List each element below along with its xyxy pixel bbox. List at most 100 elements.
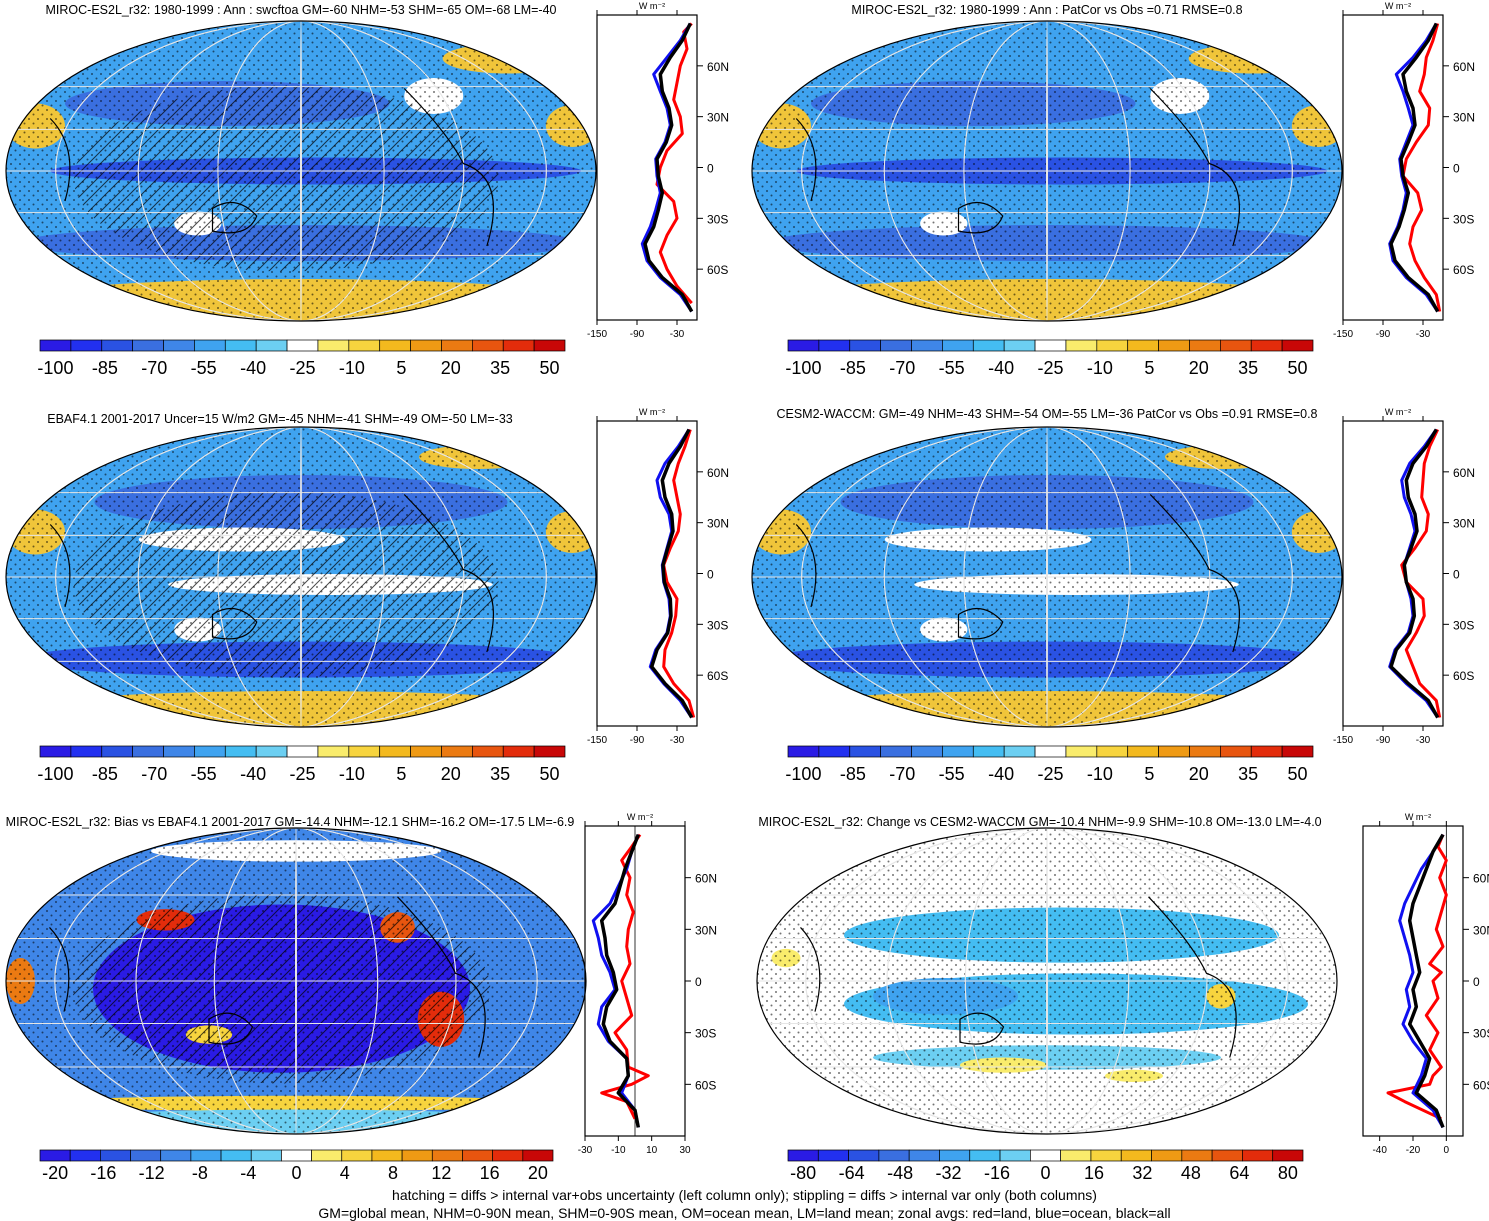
colorbar-swatch — [379, 339, 411, 352]
colorbar-swatch — [1003, 745, 1036, 758]
colorbar-swatch — [379, 745, 411, 758]
y-tick-label: 60N — [1453, 60, 1475, 74]
graticule-lon — [135, 828, 457, 1134]
colorbar-swatch — [787, 745, 820, 758]
colorbar-tick-label: -16 — [90, 1163, 116, 1183]
colorbar-tick-label: -40 — [988, 358, 1014, 378]
y-tick-label: 0 — [1473, 975, 1480, 989]
zonal-line-ocean — [1398, 833, 1445, 1129]
zonal-frame — [1342, 420, 1444, 727]
colorbar: -80 -64 -48 -32 -16 0 16 32 48 64 80 — [787, 1149, 1304, 1183]
colorbar: -100 -85 -70 -55 -40 -25 -10 5 20 35 50 — [37, 339, 566, 378]
colorbar-tick-label: 64 — [1229, 1163, 1249, 1183]
colorbar-swatch — [100, 1149, 131, 1162]
map-field — [752, 427, 1342, 727]
colorbar-swatch — [1003, 339, 1036, 352]
colorbar-swatch — [969, 1149, 1001, 1162]
colorbar-swatch — [911, 745, 943, 758]
graticule-lon — [55, 427, 547, 727]
colorbar-tick-label: -70 — [141, 358, 167, 378]
zonal-line-all — [1407, 833, 1445, 1129]
footer-note-hatching: hatching = diffs > internal var+obs unce… — [392, 1187, 1097, 1203]
colorbar-tick-label: -16 — [984, 1163, 1010, 1183]
graticule-lon — [964, 828, 1130, 1134]
colorbar-tick-label: 5 — [396, 358, 406, 378]
colorbar-swatch — [70, 339, 103, 352]
zonal-unit-label: W m⁻² — [1405, 812, 1431, 822]
colorbar-swatch — [160, 1149, 192, 1162]
x-tick-label: -150 — [587, 329, 607, 340]
colorbar-tick-label: 35 — [1238, 358, 1258, 378]
colorbar-swatch — [492, 1149, 524, 1162]
graticule-lon — [805, 828, 1289, 1134]
coastline — [795, 88, 1240, 247]
zonal-mean-plot: -30 -10 10 30 W m⁻² 60N 30N 0 30S 60S — [578, 812, 717, 1156]
colorbar-tick-label: -100 — [37, 358, 73, 378]
y-tick-label: 30S — [1453, 212, 1474, 226]
colorbar-tick-label: -55 — [191, 358, 217, 378]
colorbar-swatch — [472, 745, 504, 758]
colorbar-swatch — [224, 339, 257, 352]
graticule-lon — [963, 427, 1131, 727]
colorbar-swatch — [255, 745, 288, 758]
colorbar-swatch — [1181, 1149, 1213, 1162]
colorbar-tick-label: -25 — [289, 764, 315, 784]
y-tick-label: 0 — [1453, 568, 1460, 582]
panel-title: CESM2-WACCM: GM=-49 NHM=-43 SHM=-54 OM=-… — [776, 407, 1317, 421]
colorbar-swatch — [942, 745, 974, 758]
colorbar-tick-label: -25 — [289, 358, 315, 378]
colorbar-swatch — [1242, 1149, 1274, 1162]
colorbar-swatch — [286, 745, 319, 758]
zonal-unit-label: W m⁻² — [627, 812, 653, 822]
graticule-lon — [213, 828, 379, 1134]
x-tick-label: 0 — [1444, 1145, 1450, 1156]
colorbar-tick-label: 8 — [388, 1163, 398, 1183]
colorbar-swatch — [348, 339, 381, 352]
colorbar-swatch — [1189, 745, 1221, 758]
colorbar-swatch — [311, 1149, 343, 1162]
colorbar-swatch — [908, 1149, 940, 1162]
colorbar-swatch — [1096, 745, 1129, 758]
x-tick-label: -150 — [1333, 735, 1353, 746]
y-tick-label: 60N — [707, 466, 729, 480]
colorbar-tick-label: -10 — [1087, 764, 1113, 784]
colorbar-swatch — [502, 339, 535, 352]
panel-p4: CESM2-WACCM: GM=-49 NHM=-43 SHM=-54 OM=-… — [751, 407, 1475, 784]
colorbar-tick-label: -48 — [887, 1163, 913, 1183]
panel-title: MIROC-ES2L_r32: Bias vs EBAF4.1 2001-201… — [6, 815, 575, 829]
y-tick-label: 60S — [1453, 263, 1474, 277]
colorbar-tick-label: -55 — [939, 764, 965, 784]
colorbar-swatch — [1281, 745, 1314, 758]
y-tick-label: 30S — [707, 212, 728, 226]
map-field — [6, 828, 586, 1134]
map-field — [6, 427, 596, 727]
zonal-line-all — [649, 428, 694, 719]
panel-title: EBAF4.1 2001-2017 Uncer=15 W/m2 GM=-45 N… — [47, 412, 513, 426]
colorbar-swatch — [462, 1149, 493, 1162]
graticule-lon — [883, 21, 1211, 321]
zonal-mean-plot: -150 -90 -30 W m⁻² 60N 30N 0 30S 60S — [1333, 1, 1475, 340]
colorbar-tick-label: 0 — [1040, 1163, 1050, 1183]
colorbar-swatch — [410, 745, 442, 758]
graticule-lon — [1046, 427, 1048, 727]
colorbar-swatch — [939, 1149, 971, 1162]
map-outline — [751, 20, 1343, 322]
colorbar-swatch — [878, 1149, 910, 1162]
y-tick-label: 30S — [1453, 618, 1474, 632]
colorbar-swatch — [1127, 339, 1159, 352]
colorbar-swatch — [1096, 339, 1129, 352]
x-tick-label: -90 — [1376, 329, 1391, 340]
colorbar: -20 -16 -12 -8 -4 0 4 8 12 16 20 — [39, 1149, 554, 1183]
colorbar-swatch — [818, 339, 851, 352]
graticule-lon — [137, 427, 465, 727]
map-outline — [751, 426, 1343, 728]
graticule-lon — [217, 427, 385, 727]
colorbar-swatch — [1211, 1149, 1243, 1162]
zonal-line-land — [1400, 428, 1442, 718]
colorbar-tick-label: -70 — [889, 764, 915, 784]
colorbar-swatch — [348, 745, 381, 758]
colorbar-swatch — [101, 745, 133, 758]
zonal-unit-label: W m⁻² — [1385, 1, 1411, 11]
colorbar: -100 -85 -70 -55 -40 -25 -10 5 20 35 50 — [37, 745, 566, 784]
colorbar-swatch — [1272, 1149, 1304, 1162]
